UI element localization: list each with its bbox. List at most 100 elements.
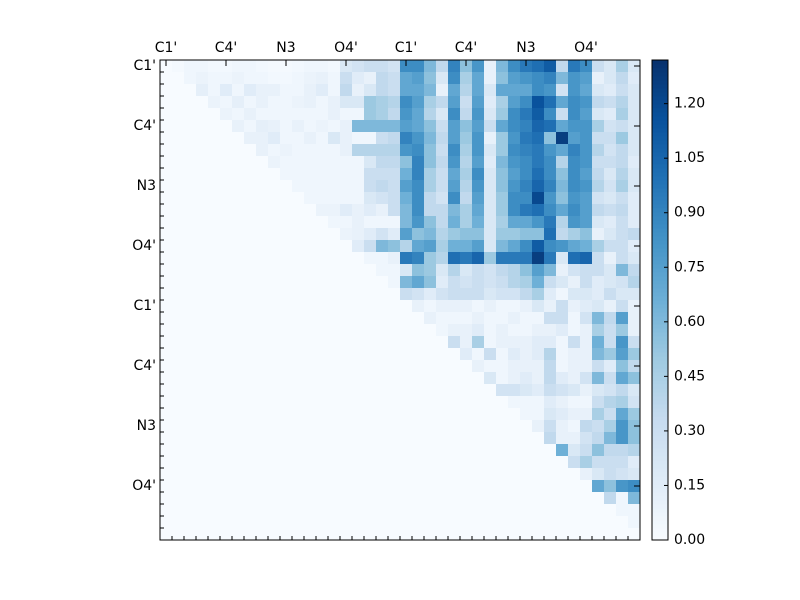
heatmap-cell <box>196 144 209 157</box>
colorbar-segment <box>652 408 668 413</box>
heatmap-cell <box>604 420 617 433</box>
heatmap-cell <box>184 504 197 517</box>
heatmap-cell <box>580 60 593 73</box>
heatmap-cell <box>556 108 569 121</box>
colorbar-segment <box>652 532 668 537</box>
heatmap-cell <box>172 228 185 241</box>
heatmap-cell <box>472 132 485 145</box>
heatmap-cell <box>412 60 425 73</box>
heatmap-cell <box>556 204 569 217</box>
heatmap-cell <box>496 492 509 505</box>
heatmap-cell <box>184 528 197 541</box>
colorbar-segment <box>652 424 668 429</box>
heatmap-cell <box>520 528 533 541</box>
heatmap-cell <box>604 312 617 325</box>
heatmap-cell <box>220 444 233 457</box>
heatmap-cell <box>172 348 185 361</box>
heatmap-cell <box>184 240 197 253</box>
heatmap-cell <box>184 192 197 205</box>
heatmap-cell <box>592 324 605 337</box>
heatmap-cell <box>520 96 533 109</box>
heatmap-cell <box>316 360 329 373</box>
heatmap-cell <box>400 288 413 301</box>
heatmap-cell <box>544 444 557 457</box>
heatmap-cell <box>592 60 605 73</box>
heatmap-cell <box>484 516 497 529</box>
heatmap-cell <box>244 312 257 325</box>
heatmap-cell <box>616 504 629 517</box>
heatmap-cell <box>340 216 353 229</box>
heatmap-cell <box>460 444 473 457</box>
heatmap-cell <box>580 180 593 193</box>
colorbar-segment <box>652 460 668 465</box>
heatmap-cell <box>172 516 185 529</box>
heatmap-cell <box>448 504 461 517</box>
colorbar-segment <box>652 88 668 93</box>
heatmap-cell <box>304 432 317 445</box>
heatmap-cell <box>568 120 581 133</box>
heatmap-cell <box>232 528 245 541</box>
heatmap-cell <box>292 84 305 97</box>
heatmap-cell <box>580 384 593 397</box>
heatmap-cell <box>496 396 509 409</box>
heatmap-cell <box>604 156 617 169</box>
heatmap-cell <box>316 108 329 121</box>
colorbar-segment <box>652 288 668 293</box>
heatmap-cell <box>196 132 209 145</box>
heatmap-cell <box>520 252 533 265</box>
heatmap-cell <box>388 324 401 337</box>
heatmap-cell <box>616 120 629 133</box>
heatmap-cell <box>268 204 281 217</box>
heatmap-cell <box>508 504 521 517</box>
heatmap-cell <box>244 156 257 169</box>
heatmap-cell <box>352 372 365 385</box>
heatmap-cell <box>436 372 449 385</box>
heatmap-cell <box>292 444 305 457</box>
heatmap-cell <box>556 444 569 457</box>
heatmap-cell <box>616 300 629 313</box>
heatmap-cell <box>496 504 509 517</box>
heatmap-cell <box>472 204 485 217</box>
heatmap-cell <box>376 288 389 301</box>
heatmap-cell <box>436 156 449 169</box>
colorbar-segment <box>652 400 668 405</box>
colorbar-segment <box>652 384 668 389</box>
heatmap-cell <box>508 108 521 121</box>
heatmap-cell <box>256 432 269 445</box>
heatmap-cell <box>244 420 257 433</box>
heatmap-cell <box>388 336 401 349</box>
heatmap-cell <box>592 480 605 493</box>
heatmap-cell <box>160 240 173 253</box>
heatmap-cell <box>352 216 365 229</box>
heatmap-cell <box>496 252 509 265</box>
colorbar-segment <box>652 512 668 517</box>
heatmap-cell <box>328 528 341 541</box>
heatmap-cell <box>412 204 425 217</box>
heatmap-cell <box>172 420 185 433</box>
heatmap-cell <box>376 72 389 85</box>
heatmap-cell <box>508 132 521 145</box>
heatmap-cell <box>436 492 449 505</box>
heatmap-cell <box>172 240 185 253</box>
heatmap-cell <box>448 72 461 85</box>
heatmap-cell <box>412 360 425 373</box>
heatmap-cell <box>520 300 533 313</box>
heatmap-cell <box>304 120 317 133</box>
colorbar-segment <box>652 80 668 85</box>
heatmap-cell <box>448 228 461 241</box>
heatmap-cell <box>568 408 581 421</box>
heatmap-cell <box>196 264 209 277</box>
heatmap-cell <box>352 312 365 325</box>
heatmap-cell <box>496 168 509 181</box>
heatmap-cell <box>256 492 269 505</box>
heatmap-cell <box>304 372 317 385</box>
heatmap-cell <box>280 108 293 121</box>
heatmap-cell <box>556 192 569 205</box>
heatmap-cell <box>460 384 473 397</box>
heatmap-cell <box>316 60 329 73</box>
heatmap-cell <box>316 468 329 481</box>
heatmap-cell <box>340 396 353 409</box>
heatmap-cell <box>280 456 293 469</box>
heatmap-cell <box>208 264 221 277</box>
heatmap-cell <box>448 240 461 253</box>
